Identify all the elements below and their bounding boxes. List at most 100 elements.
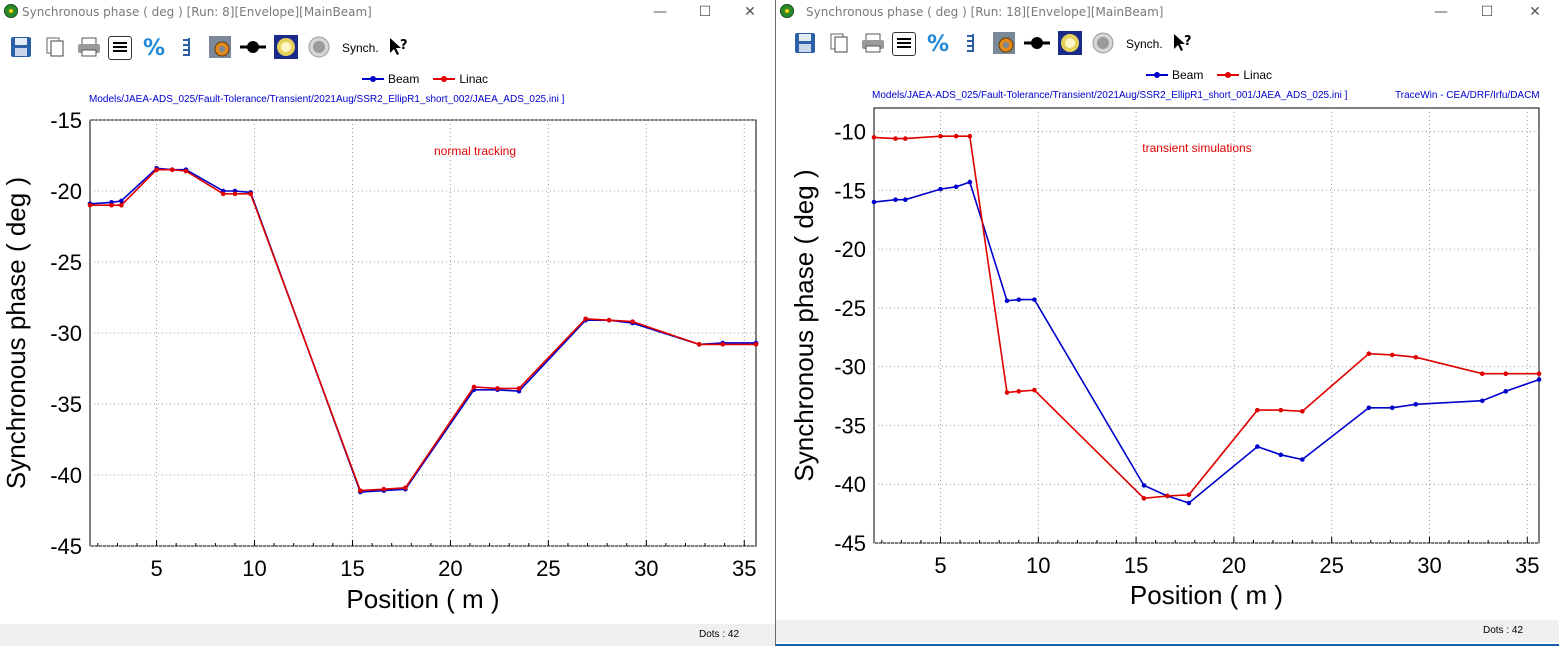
data-point-beam [893, 197, 898, 203]
beam-line-icon[interactable] [240, 34, 266, 60]
legend: Beam Linac [1146, 68, 1272, 82]
y-axis-title: Synchronous phase ( deg ) [789, 169, 819, 481]
y-tick-label: -10 [834, 120, 866, 145]
legend-swatch-beam [362, 76, 384, 82]
y-tick-label: -25 [50, 250, 82, 275]
window-title: Synchronous phase ( deg ) [Run: 8][Envel… [22, 5, 372, 19]
save-icon[interactable] [792, 30, 818, 56]
beam-spot-icon[interactable] [273, 34, 299, 60]
percent-icon[interactable]: % [924, 30, 950, 56]
y-tick-label: -35 [834, 413, 866, 438]
data-point-linac [1536, 371, 1542, 377]
record-circle-icon[interactable] [306, 34, 332, 60]
data-point-linac [1016, 389, 1022, 394]
data-point-linac [471, 384, 477, 390]
data-point-beam [1479, 398, 1485, 404]
title-bar[interactable]: Synchronous phase ( deg ) [Run: 18][Enve… [776, 0, 1559, 24]
data-point-linac [248, 191, 253, 197]
x-tick-label: 5 [150, 556, 162, 581]
data-point-linac [1300, 409, 1305, 414]
dots-count: Dots : 42 [1483, 625, 1524, 636]
close-button[interactable]: ✕ [744, 4, 756, 20]
maximize-button[interactable]: ☐ [1480, 4, 1494, 20]
data-point-beam [967, 179, 973, 185]
data-point-linac [871, 135, 877, 140]
scale-icon[interactable] [958, 30, 984, 56]
x-tick-label: 15 [1124, 553, 1148, 578]
data-point-linac [1004, 390, 1010, 395]
x-tick-label: 10 [242, 556, 266, 581]
copy-icon[interactable] [42, 34, 68, 60]
percent-icon[interactable]: % [140, 34, 166, 60]
data-point-linac [1479, 371, 1485, 377]
data-point-linac [1141, 496, 1147, 501]
legend-item-beam: Beam [1146, 68, 1203, 82]
x-tick-label: 25 [1319, 553, 1343, 578]
data-point-linac [1032, 387, 1037, 393]
model-path: Models/JAEA-ADS_025/Fault-Tolerance/Tran… [89, 94, 565, 105]
model-path: Models/JAEA-ADS_025/Fault-Tolerance/Tran… [872, 90, 1348, 101]
record-circle-icon[interactable] [1090, 30, 1116, 56]
synch-button[interactable]: Synch. [342, 41, 379, 55]
x-tick-label: 5 [934, 553, 946, 578]
x-tick-label: 30 [634, 556, 658, 581]
svg-text:%: % [927, 32, 949, 55]
data-point-linac [119, 202, 124, 208]
legend-swatch-linac [1217, 72, 1240, 78]
minimize-button[interactable]: — [653, 4, 667, 20]
x-tick-label: 20 [1222, 553, 1246, 578]
beam-line-icon[interactable] [1024, 30, 1050, 56]
synchronous-phase-chart[interactable]: 5 10 15 20 25 30 35 -10 -15 -20 -25 -30 -35 -40 -45 Pos… [776, 0, 1559, 620]
x-tick-label: 25 [536, 556, 560, 581]
x-tick-label: 15 [340, 556, 364, 581]
data-point-linac [1186, 492, 1192, 498]
data-point-linac [169, 167, 175, 172]
print-icon[interactable] [76, 34, 102, 60]
data-point-linac [220, 191, 226, 197]
data-point-linac [183, 168, 189, 174]
status-bar: Dots : 42 [0, 624, 775, 646]
plot-window-run-8: Synchronous phase ( deg ) [Run: 8][Envel… [0, 0, 775, 646]
maximize-button[interactable]: ☐ [698, 4, 712, 20]
y-tick-label: -30 [834, 355, 866, 380]
title-bar[interactable]: Synchronous phase ( deg ) [Run: 8][Envel… [0, 0, 775, 24]
x-tick-label: 10 [1026, 553, 1050, 578]
save-icon[interactable] [8, 34, 34, 60]
minimize-button[interactable]: — [1434, 4, 1448, 20]
data-point-beam [1300, 457, 1305, 462]
data-point-linac [1390, 352, 1395, 358]
help-pointer-icon[interactable]: ? [1170, 30, 1196, 56]
synch-button[interactable]: Synch. [1126, 37, 1163, 51]
y-tick-label: -15 [834, 178, 866, 203]
y-tick-label: -15 [50, 108, 82, 133]
data-point-beam [1503, 389, 1509, 394]
y-tick-label: -25 [834, 296, 866, 321]
data-point-linac [606, 317, 612, 323]
window-title: Synchronous phase ( deg ) [Run: 18][Enve… [806, 5, 1164, 19]
list-icon[interactable] [892, 32, 916, 56]
data-point-linac [516, 386, 522, 391]
svg-text:?: ? [400, 38, 408, 53]
legend-swatch-beam [1146, 72, 1168, 78]
status-bar: Dots : 42 [776, 620, 1559, 642]
list-icon[interactable] [108, 36, 132, 60]
data-point-beam [1004, 298, 1010, 304]
beam-spot-icon[interactable] [1057, 30, 1083, 56]
settings-gear-icon[interactable] [991, 30, 1017, 56]
close-button[interactable]: ✕ [1529, 4, 1541, 20]
data-point-linac [583, 316, 588, 322]
copy-icon[interactable] [826, 30, 852, 56]
help-pointer-icon[interactable]: ? [386, 34, 412, 60]
y-tick-label: -20 [50, 179, 82, 204]
settings-gear-icon[interactable] [207, 34, 233, 60]
data-point-linac [381, 486, 387, 492]
svg-text:?: ? [1184, 34, 1192, 49]
print-icon[interactable] [860, 30, 886, 56]
scale-icon[interactable] [174, 34, 200, 60]
plot-window-run-18: Synchronous phase ( deg ) [Run: 18][Enve… [775, 0, 1559, 646]
legend-item-linac: Linac [1217, 68, 1272, 82]
synchronous-phase-chart[interactable]: 5 10 15 20 25 30 35 -15 -20 -25 -30 -35 -40 -45 Positi… [0, 0, 775, 620]
data-point-beam [1536, 377, 1542, 382]
data-point-beam [938, 186, 943, 192]
x-tick-label: 20 [438, 556, 462, 581]
